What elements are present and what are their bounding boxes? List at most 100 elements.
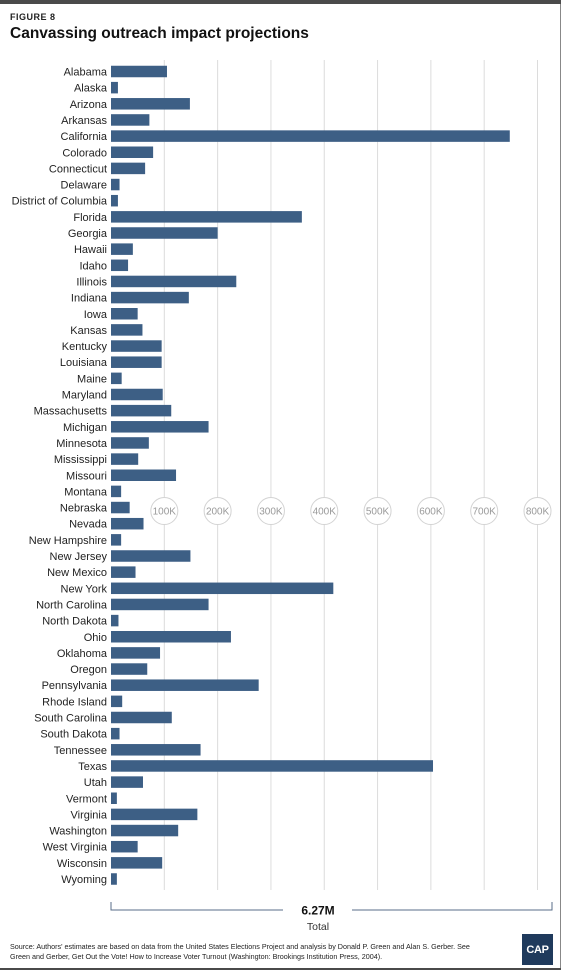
bar [111, 485, 122, 498]
bar [111, 356, 162, 368]
bar [111, 711, 172, 724]
bar [111, 647, 161, 659]
category-label: Texas [78, 761, 107, 773]
category-label: Arkansas [61, 115, 107, 127]
bar [111, 194, 118, 207]
bar [111, 114, 150, 126]
category-label: Delaware [61, 180, 107, 192]
category-label: Nebraska [60, 503, 108, 515]
bar [111, 291, 189, 304]
category-label: Kansas [70, 325, 107, 337]
category-label: South Carolina [34, 713, 108, 725]
category-label: Colorado [62, 147, 107, 159]
cap-logo: CAP [522, 934, 553, 965]
tick-circle [523, 497, 552, 525]
category-label: Wisconsin [57, 858, 107, 870]
category-label: Oregon [70, 664, 107, 676]
category-label: Oklahoma [57, 648, 108, 660]
top-rule [0, 0, 561, 4]
bar [111, 421, 209, 433]
category-label: Arizona [70, 99, 108, 111]
category-label: Tennessee [54, 745, 107, 757]
category-label: California [61, 131, 108, 143]
category-label: Maine [77, 373, 107, 385]
tick-label: 800K [526, 507, 550, 518]
category-label: Georgia [68, 228, 108, 240]
bottom-rule [0, 968, 561, 970]
total-bracket [110, 902, 553, 911]
category-label: Indiana [71, 293, 108, 305]
total-value: 6.27M [301, 904, 334, 918]
category-label: South Dakota [40, 729, 108, 741]
bar [111, 857, 163, 869]
bar [111, 130, 510, 142]
bar [111, 388, 163, 401]
bar [111, 162, 146, 175]
category-label: Illinois [76, 276, 107, 288]
bar [111, 566, 136, 578]
category-label: Idaho [79, 260, 107, 272]
bar [111, 469, 177, 481]
bar [111, 614, 119, 627]
bar [111, 695, 123, 708]
bar [111, 275, 237, 288]
chart-title: Canvassing outreach impact projections [10, 25, 309, 42]
category-label: Minnesota [56, 438, 108, 450]
bar [111, 227, 218, 239]
bar [111, 808, 198, 821]
bar [111, 81, 118, 94]
bar [111, 550, 191, 562]
tick-label: 100K [153, 507, 177, 518]
bar [111, 792, 117, 804]
bar [111, 146, 154, 158]
bar [111, 340, 162, 352]
tick-label: 600K [419, 507, 443, 518]
bar [111, 259, 129, 272]
tick-label: 400K [313, 507, 337, 518]
category-label: Louisiana [60, 357, 108, 369]
bar-chart: Alabama Alaska Arizona Arkansas California Co… [12, 60, 553, 930]
category-label: Florida [73, 212, 108, 224]
bar [111, 211, 302, 223]
bar [111, 98, 190, 110]
category-label: Mississippi [54, 454, 107, 466]
category-label: New Mexico [47, 567, 107, 579]
bar [111, 727, 120, 740]
bar [111, 404, 172, 417]
tick-label: 300K [259, 507, 283, 518]
category-label: Maryland [62, 390, 107, 402]
category-label: Montana [64, 486, 108, 498]
bar [111, 631, 231, 643]
category-label: Hawaii [74, 244, 107, 256]
tick-circle [256, 497, 285, 525]
category-label: New York [61, 583, 108, 595]
bar [111, 598, 209, 611]
category-label: Virginia [71, 809, 108, 821]
category-label: Alabama [64, 67, 108, 79]
category-label: New Jersey [50, 551, 108, 563]
category-label: Michigan [63, 422, 107, 434]
tick-label: 700K [473, 507, 497, 518]
tick-circle [363, 497, 392, 525]
bar [111, 178, 120, 191]
bar [111, 517, 144, 530]
category-label: Iowa [84, 309, 108, 321]
category-label: Missouri [66, 470, 107, 482]
bar [111, 372, 122, 385]
tick-circle [203, 497, 232, 525]
tick-label: 500K [366, 507, 390, 518]
category-label: Rhode Island [42, 696, 107, 708]
bar [111, 534, 122, 546]
tick-circle [416, 497, 445, 525]
bar [111, 663, 148, 675]
category-label: Washington [49, 826, 107, 838]
category-label: Wyoming [61, 874, 107, 886]
bar [111, 840, 138, 853]
bar [111, 760, 434, 772]
bar [111, 453, 139, 465]
category-label: West Virginia [43, 842, 108, 854]
bar [111, 437, 149, 449]
category-label: Connecticut [49, 163, 107, 175]
category-label: District of Columbia [12, 196, 108, 208]
